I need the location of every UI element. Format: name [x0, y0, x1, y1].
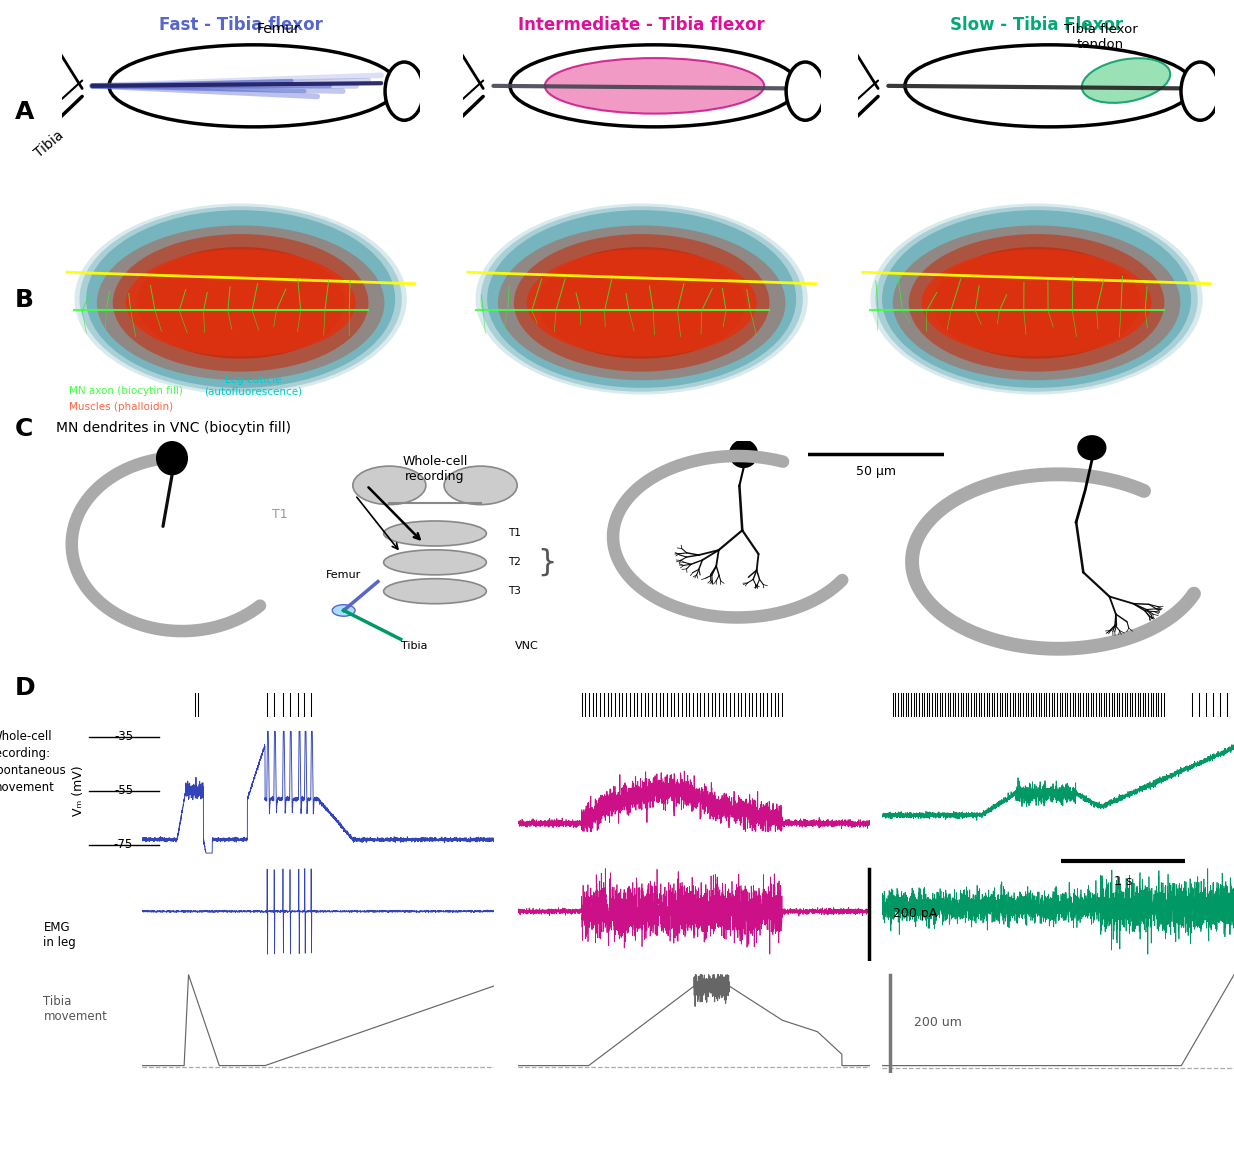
- Ellipse shape: [444, 466, 517, 505]
- Ellipse shape: [892, 226, 1181, 380]
- Text: Tibia flexor
tendon: Tibia flexor tendon: [1064, 24, 1138, 52]
- Text: T1: T1: [508, 528, 521, 539]
- Text: Tibia
movement: Tibia movement: [43, 995, 107, 1023]
- Ellipse shape: [538, 247, 745, 359]
- Text: Leg cuticle
(autofluorescence): Leg cuticle (autofluorescence): [205, 375, 302, 396]
- Text: MN axon (biocytin fill): MN axon (biocytin fill): [69, 387, 183, 396]
- Ellipse shape: [933, 247, 1140, 359]
- Ellipse shape: [384, 579, 486, 603]
- Ellipse shape: [922, 249, 1151, 356]
- Ellipse shape: [74, 203, 407, 395]
- Text: T1: T1: [273, 508, 288, 521]
- Text: -75: -75: [114, 838, 133, 851]
- Ellipse shape: [487, 211, 796, 388]
- Text: 200 pA: 200 pA: [893, 907, 938, 921]
- Ellipse shape: [126, 249, 355, 356]
- Ellipse shape: [510, 45, 798, 127]
- Ellipse shape: [137, 247, 344, 359]
- Text: -35: -35: [114, 730, 133, 743]
- Ellipse shape: [956, 260, 1117, 346]
- Text: VNC: VNC: [515, 641, 538, 652]
- Text: Intermediate - Tibia flexor: Intermediate - Tibia flexor: [518, 15, 765, 34]
- Ellipse shape: [86, 211, 395, 388]
- Text: MN dendrites in VNC (biocytin fill): MN dendrites in VNC (biocytin fill): [56, 421, 290, 435]
- Text: Slow - Tibia Flexor: Slow - Tibia Flexor: [950, 15, 1123, 34]
- Ellipse shape: [905, 45, 1193, 127]
- Text: D: D: [15, 676, 36, 700]
- Text: B: B: [15, 288, 33, 312]
- Ellipse shape: [384, 521, 486, 546]
- Ellipse shape: [882, 211, 1191, 388]
- Text: Tibia: Tibia: [401, 641, 427, 652]
- Text: Muscles (phalloidin): Muscles (phalloidin): [69, 402, 174, 412]
- Ellipse shape: [353, 466, 426, 505]
- Text: 50 μm: 50 μm: [856, 465, 896, 479]
- Ellipse shape: [1082, 59, 1170, 102]
- Text: T2: T2: [508, 557, 521, 567]
- Ellipse shape: [497, 226, 786, 380]
- Text: A: A: [15, 100, 35, 123]
- Ellipse shape: [513, 234, 770, 372]
- Ellipse shape: [1181, 62, 1219, 120]
- Text: C: C: [15, 417, 33, 441]
- Ellipse shape: [544, 58, 764, 114]
- Text: Vₘ (mV): Vₘ (mV): [72, 766, 85, 816]
- Text: Femur: Femur: [326, 569, 360, 580]
- Ellipse shape: [875, 206, 1198, 392]
- Ellipse shape: [1077, 435, 1107, 461]
- Ellipse shape: [475, 203, 808, 395]
- Ellipse shape: [384, 550, 486, 575]
- Ellipse shape: [385, 62, 423, 120]
- Text: 200 um: 200 um: [914, 1016, 963, 1029]
- Text: -55: -55: [114, 784, 133, 797]
- Text: Whole-cell
recording: Whole-cell recording: [402, 455, 468, 482]
- Text: 100 μm: 100 μm: [734, 196, 779, 209]
- Ellipse shape: [112, 234, 369, 372]
- Text: T3: T3: [508, 586, 521, 596]
- Ellipse shape: [109, 45, 397, 127]
- Text: 1 s: 1 s: [1114, 875, 1132, 888]
- Text: Tibia: Tibia: [32, 128, 67, 160]
- Ellipse shape: [155, 441, 188, 475]
- Text: Femur: Femur: [257, 21, 301, 35]
- Text: EMG
in leg: EMG in leg: [43, 921, 77, 949]
- Text: }: }: [538, 548, 557, 577]
- Ellipse shape: [96, 226, 385, 380]
- Ellipse shape: [79, 206, 402, 392]
- Ellipse shape: [870, 203, 1203, 395]
- Ellipse shape: [908, 234, 1165, 372]
- Ellipse shape: [332, 604, 355, 616]
- Ellipse shape: [561, 260, 722, 346]
- Ellipse shape: [160, 260, 321, 346]
- Text: Fast - Tibia flexor: Fast - Tibia flexor: [159, 15, 322, 34]
- Ellipse shape: [527, 249, 756, 356]
- Ellipse shape: [480, 206, 803, 392]
- Ellipse shape: [729, 440, 758, 468]
- Ellipse shape: [786, 62, 824, 120]
- Text: Whole-cell
recording:
spontaneous
movement: Whole-cell recording: spontaneous moveme…: [0, 730, 67, 794]
